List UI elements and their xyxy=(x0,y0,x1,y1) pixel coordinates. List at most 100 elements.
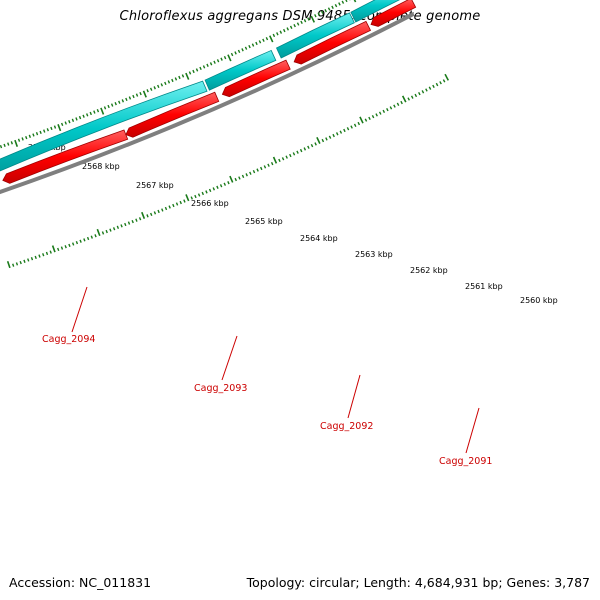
outer-tick xyxy=(444,73,450,81)
outer-tick xyxy=(105,229,108,234)
inner-tick xyxy=(320,10,324,15)
outer-tick xyxy=(400,100,403,105)
outer-tick xyxy=(15,262,19,266)
inner-tick xyxy=(118,100,121,104)
inner-tick xyxy=(28,134,32,138)
outer-tick xyxy=(272,156,278,164)
outer-tick xyxy=(307,145,310,149)
outer-tick xyxy=(332,133,335,138)
outer-tick xyxy=(256,168,259,172)
inner-tick xyxy=(317,12,321,16)
outer-tick xyxy=(328,135,332,139)
reverse-cds-arrow xyxy=(350,0,400,23)
outer-tick xyxy=(124,222,127,227)
outer-tick xyxy=(321,138,325,143)
gene-label-leaders xyxy=(71,286,480,454)
outer-tick xyxy=(208,188,212,193)
inner-tick xyxy=(164,81,167,86)
outer-tick xyxy=(425,88,428,92)
outer-tick xyxy=(378,111,382,115)
inner-tick xyxy=(171,78,174,83)
outer-tick xyxy=(442,79,446,83)
forward-cds-arrow xyxy=(125,91,220,138)
outer-tick xyxy=(229,175,234,183)
inner-tick xyxy=(43,129,46,133)
outer-tick xyxy=(205,190,208,194)
inner-tick xyxy=(181,74,185,78)
outer-tick xyxy=(161,208,164,212)
inner-tick xyxy=(279,30,283,34)
outer-tick xyxy=(371,114,375,119)
outer-tick xyxy=(314,142,317,146)
inner-tick xyxy=(199,66,202,71)
inner-tick xyxy=(300,20,303,25)
inner-tick xyxy=(265,36,269,41)
outer-tick xyxy=(281,157,285,161)
outer-tick xyxy=(60,246,64,250)
outer-tick xyxy=(219,184,223,188)
inner-tick xyxy=(241,48,244,52)
outer-tick xyxy=(175,202,179,206)
inner-tick xyxy=(353,0,357,3)
outer-tick xyxy=(396,102,400,106)
inner-tick xyxy=(157,84,160,89)
inner-tick xyxy=(128,96,132,100)
outer-tick xyxy=(389,106,393,110)
outer-tick xyxy=(51,245,56,253)
outer-tick xyxy=(212,187,216,191)
outer-tick xyxy=(368,116,371,121)
outer-tick xyxy=(185,194,190,202)
outer-tick xyxy=(432,84,435,89)
scale-label: 2560 kbp xyxy=(520,296,558,305)
scale-label: 2568 kbp xyxy=(82,162,120,171)
outer-tick xyxy=(216,185,219,189)
scale-label: 2567 kbp xyxy=(136,181,174,190)
genome-summary-text: Topology: circular; Length: 4,684,931 bp… xyxy=(246,575,590,590)
outer-tick xyxy=(157,209,160,214)
outer-tick xyxy=(109,228,112,232)
forward-cds-arrow xyxy=(293,20,372,65)
gene-label: Cagg_2093 xyxy=(194,383,247,394)
inner-tick xyxy=(324,9,327,13)
inner-tick xyxy=(276,32,279,36)
outer-tick xyxy=(296,150,299,154)
inner-tick xyxy=(135,93,139,97)
inner-tick xyxy=(57,124,62,132)
inner-tick xyxy=(17,138,21,142)
outer-tick xyxy=(435,82,439,87)
outer-tick xyxy=(194,194,197,199)
inner-tick xyxy=(7,142,10,146)
outer-tick xyxy=(42,253,45,257)
reverse-cds-arrow xyxy=(275,12,355,59)
inner-tick xyxy=(96,109,100,113)
inner-tick xyxy=(345,0,348,3)
inner-tick xyxy=(82,114,85,118)
inner-tick xyxy=(251,43,255,47)
inner-tick xyxy=(21,137,24,141)
outer-tick xyxy=(346,127,350,131)
inner-tick xyxy=(206,63,209,67)
inner-scale-ticks xyxy=(0,0,357,149)
scale-label: 2561 kbp xyxy=(465,282,503,291)
outer-tick xyxy=(350,125,353,129)
reverse-strand-features xyxy=(0,0,400,172)
inner-tick xyxy=(307,17,310,21)
outer-tick xyxy=(135,218,138,222)
outer-tick xyxy=(375,113,378,117)
outer-tick xyxy=(359,116,364,124)
leader-line xyxy=(221,335,238,381)
outer-tick xyxy=(270,161,274,166)
inner-tick xyxy=(289,25,293,29)
scale-label: 2565 kbp xyxy=(245,217,283,226)
forward-cds-arrow xyxy=(221,59,291,98)
inner-tick xyxy=(174,77,178,81)
inner-tick xyxy=(60,122,64,127)
reverse-cds-arrow xyxy=(0,80,208,172)
inner-tick xyxy=(234,51,237,55)
inner-tick xyxy=(93,110,96,114)
outer-scale-ticks xyxy=(6,73,450,269)
outer-tick xyxy=(339,130,343,134)
inner-tick xyxy=(331,5,334,9)
forward-strand-features xyxy=(2,0,417,184)
inner-tick xyxy=(269,35,274,43)
